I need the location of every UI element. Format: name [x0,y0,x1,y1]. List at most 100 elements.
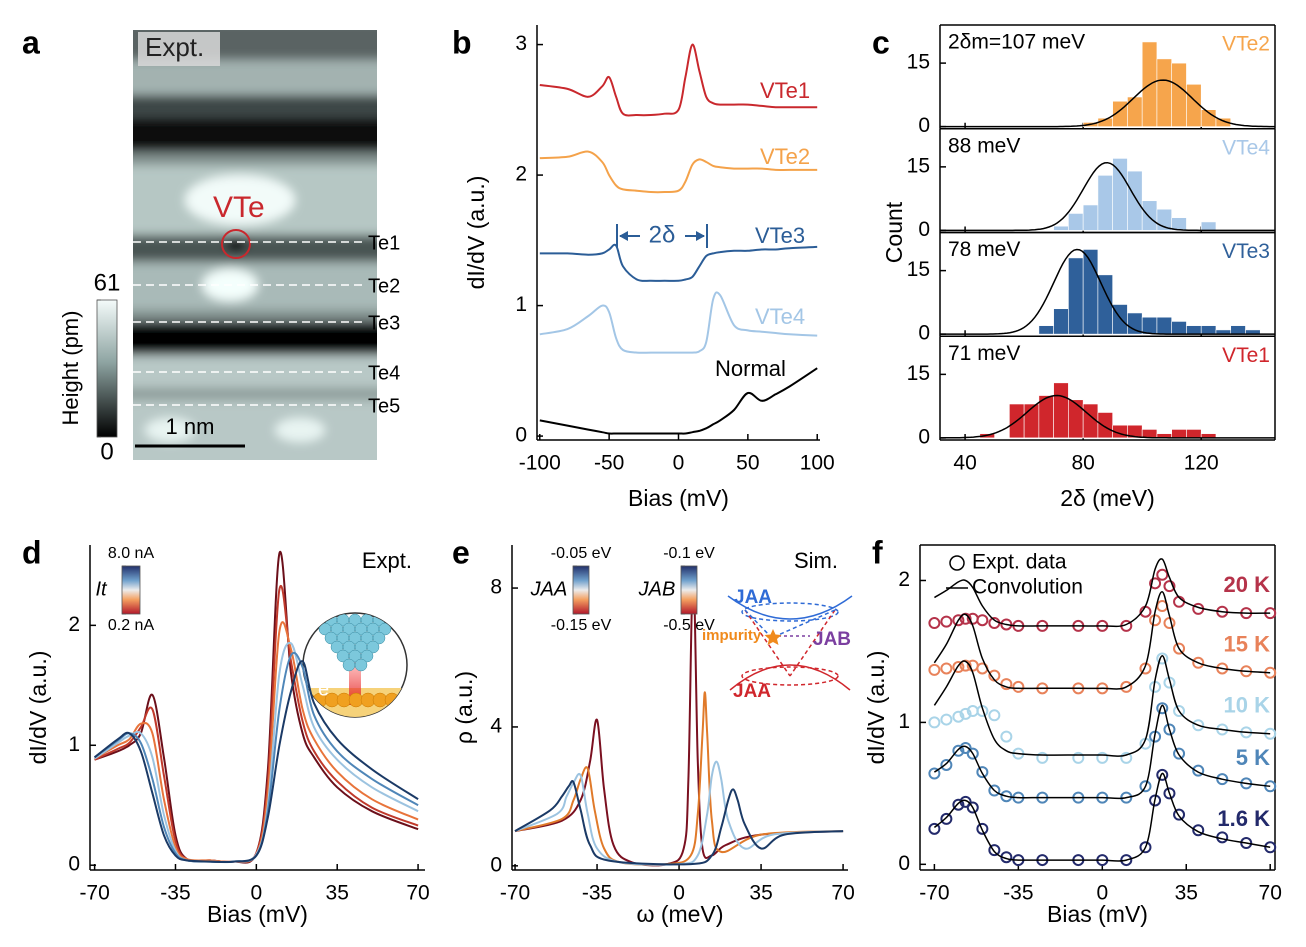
data-point [952,798,965,811]
convolution-curve [933,704,1271,800]
colorbar-tick-label: -0.1 eV [663,545,715,562]
curve [539,150,818,194]
panel-letter: d [22,534,42,570]
data-point [1000,618,1013,631]
x-axis-label: 2δ (meV) [1060,485,1155,511]
data-point [976,614,989,627]
gaussian-fit [940,161,1275,232]
legend-label: Expt. data [972,551,1067,574]
y-tick-label: 15 [907,258,930,281]
data-point [928,822,941,835]
data-point [1156,702,1169,715]
data-point [1163,617,1176,630]
data-point [1036,751,1049,764]
data-point [1096,751,1109,764]
histogram-bar [1112,158,1128,231]
histogram-bar [1171,62,1187,127]
x-tick-label: -35 [160,882,190,905]
data-point [1149,614,1162,627]
series-label: Normal [715,356,786,381]
data-point [928,663,941,676]
colorbar [572,565,590,615]
row-label: Te4 [368,362,400,384]
curve [539,367,818,435]
histogram-bar [1127,170,1143,231]
stm-texture [133,30,377,460]
data-point [1139,841,1152,854]
y-tick-label: 0 [68,853,80,876]
series-label: VTe4 [755,304,805,329]
colorbar-label: Height (pm) [58,311,83,426]
x-tick-label: 50 [736,452,759,475]
data-point [940,812,953,825]
data-point [976,822,989,835]
annotation: Sim. [794,548,838,573]
row-label: Te5 [368,395,400,417]
y-axis-label: ρ (a.u.) [451,671,477,744]
x-tick-label: -70 [500,882,530,905]
data-point [966,801,979,814]
curve [539,43,818,117]
histogram-bar [1038,325,1054,335]
row-label: Te3 [368,312,400,334]
histogram-bar [1053,382,1069,439]
colorbar-tick-label: -0.15 eV [551,617,612,634]
colorbar-tick-label: 61 [94,269,121,296]
y-axis-label: dI/dV (a.u.) [863,651,889,765]
series-label: 15 K [1224,632,1271,657]
colorbar-tick-label: 0.2 nA [108,617,155,634]
histogram-bar [1068,213,1084,231]
y-tick-label: 1 [898,710,910,733]
data-point [1156,568,1169,581]
y-tick-label: 1 [68,733,80,756]
data-point [940,713,953,726]
data-point [940,662,953,675]
data-point [1012,680,1025,693]
gaussian-fit [940,248,1275,335]
annotation: e⁻ [318,678,340,700]
vacancy-label: VTe [213,191,265,224]
data-point [940,615,953,628]
surface-atom [384,692,400,708]
x-tick-label: -35 [582,882,612,905]
x-tick-label: 120 [1184,452,1219,475]
data-point [1163,580,1176,593]
colorbar-label: JAA [530,578,568,600]
data-point [1120,680,1133,693]
y-tick-label: 0 [515,424,527,447]
y-tick-label: 4 [490,714,502,737]
x-tick-label: 70 [831,882,854,905]
stm-image [133,30,377,460]
data-point [952,614,965,627]
panel-annotation: 71 meV [948,342,1020,365]
y-tick-label: 15 [907,51,930,74]
data-point [988,844,1001,857]
y-tick-label: 0 [898,852,910,875]
colorbar-tick-label: -0.5 eV [663,617,715,634]
panel-letter: c [872,24,890,60]
data-point [952,661,965,674]
image-title: Expt. [145,32,204,62]
data-point [1173,705,1186,718]
convolution-curve [933,772,1271,862]
tip-atom [360,649,374,663]
data-point [1156,652,1169,665]
data-point [1149,794,1162,807]
y-axis-label: Count [881,201,907,263]
band-diagram [727,595,853,691]
series-label: 1.6 K [1217,806,1270,831]
histogram-bar [1186,325,1202,335]
x-tick-label: 35 [1175,882,1198,905]
tip-atom [342,658,356,672]
x-tick-label: 100 [800,452,835,475]
data-point [966,747,979,760]
series-label: 10 K [1224,693,1271,718]
data-point [959,707,972,720]
panel-letter: b [452,24,472,60]
colorbar [96,299,118,438]
y-tick-label: 0 [918,218,930,241]
curve [514,691,844,866]
panel-letter: e [452,534,470,570]
data-point [1072,751,1085,764]
